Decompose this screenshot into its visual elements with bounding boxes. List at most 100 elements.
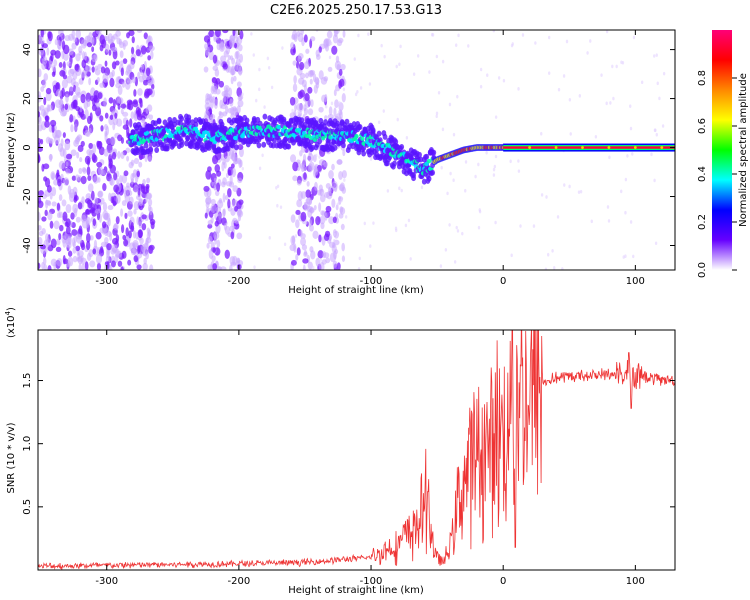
noise-mark <box>306 197 313 205</box>
noise-mark <box>474 174 477 179</box>
noise-mark <box>293 110 297 118</box>
noise-mark <box>108 217 111 227</box>
noise-mark <box>55 246 62 253</box>
noise-mark <box>130 247 135 254</box>
noise-mark <box>130 172 135 182</box>
noise-mark <box>105 125 110 136</box>
ridge-mark <box>320 135 326 141</box>
noise-mark <box>92 248 97 255</box>
noise-mark <box>72 71 78 80</box>
noise-mark <box>61 87 65 98</box>
noise-mark <box>331 181 338 191</box>
noise-mark <box>292 60 297 66</box>
noise-mark <box>104 213 109 221</box>
ridge-mark <box>317 138 323 145</box>
noise-mark <box>127 210 133 217</box>
noise-mark <box>377 120 381 125</box>
noise-mark <box>108 97 114 104</box>
noise-mark <box>207 219 213 226</box>
noise-mark <box>49 138 54 145</box>
noise-mark <box>229 255 236 266</box>
noise-mark <box>51 124 55 133</box>
noise-mark <box>76 151 80 159</box>
noise-mark <box>497 76 501 80</box>
noise-mark <box>138 97 143 104</box>
noise-mark <box>42 163 50 170</box>
noise-mark <box>79 106 83 113</box>
ridge-mark <box>376 130 382 137</box>
noise-mark <box>146 177 151 184</box>
noise-mark <box>121 174 128 184</box>
noise-mark <box>234 108 238 116</box>
noise-mark <box>124 193 131 203</box>
noise-mark <box>111 244 118 253</box>
noise-mark <box>218 198 223 204</box>
noise-mark <box>58 194 63 202</box>
noise-mark <box>213 177 217 184</box>
noise-mark <box>234 42 238 49</box>
snr-series-line <box>38 330 675 570</box>
noise-mark <box>230 163 235 169</box>
noise-mark <box>315 53 321 60</box>
noise-mark <box>578 94 582 98</box>
noise-mark <box>653 128 657 132</box>
noise-mark <box>65 203 72 214</box>
noise-mark <box>299 72 306 79</box>
noise-mark <box>398 186 401 191</box>
noise-mark <box>437 90 441 95</box>
noise-mark <box>117 260 123 267</box>
noise-mark <box>122 58 128 64</box>
noise-mark <box>203 35 211 43</box>
noise-mark <box>655 53 658 57</box>
noise-mark <box>662 71 666 76</box>
noise-mark <box>146 88 153 96</box>
noise-mark <box>105 255 111 264</box>
noise-mark <box>75 53 81 62</box>
noise-mark <box>120 103 127 109</box>
noise-mark <box>91 66 95 73</box>
noise-mark <box>553 266 556 270</box>
noise-mark <box>207 235 213 245</box>
noise-mark <box>331 163 335 171</box>
noise-mark <box>629 104 632 108</box>
noise-mark <box>310 36 316 42</box>
noise-mark <box>47 211 53 221</box>
noise-mark <box>297 53 304 60</box>
noise-mark <box>289 244 296 252</box>
noise-mark <box>114 112 118 119</box>
noise-mark <box>236 105 241 114</box>
noise-mark <box>454 43 458 47</box>
noise-mark <box>294 234 298 238</box>
ridge-mark <box>276 124 282 130</box>
noise-mark <box>290 259 297 266</box>
noise-mark <box>324 115 328 121</box>
x-tick-label: 100 <box>626 276 645 287</box>
noise-mark <box>38 110 41 118</box>
noise-mark <box>73 37 78 43</box>
ridge-mark <box>299 117 305 124</box>
noise-mark <box>222 192 226 203</box>
ridge-mark <box>356 149 362 156</box>
noise-mark <box>121 81 126 88</box>
noise-mark <box>84 155 91 165</box>
ridge-mark <box>217 147 223 154</box>
ridge-mark <box>153 120 158 127</box>
noise-mark <box>104 60 108 67</box>
ridge-mark <box>281 118 287 125</box>
noise-mark <box>61 79 68 89</box>
y-tick-label: -40 <box>22 237 33 253</box>
noise-mark <box>210 204 217 214</box>
ridge-mark <box>154 147 160 154</box>
noise-mark <box>70 149 77 157</box>
noise-mark <box>342 30 346 38</box>
noise-mark <box>143 257 147 265</box>
noise-mark <box>137 245 141 254</box>
noise-mark <box>629 220 633 224</box>
noise-mark <box>336 159 343 165</box>
x-tick-label: -300 <box>95 576 118 587</box>
noise-mark <box>428 70 431 74</box>
noise-mark <box>59 224 64 232</box>
colorbar-tick-label: 0.6 <box>697 118 708 134</box>
noise-mark <box>298 102 304 113</box>
spectrogram-x-label: Height of straight line (km) <box>288 285 424 296</box>
